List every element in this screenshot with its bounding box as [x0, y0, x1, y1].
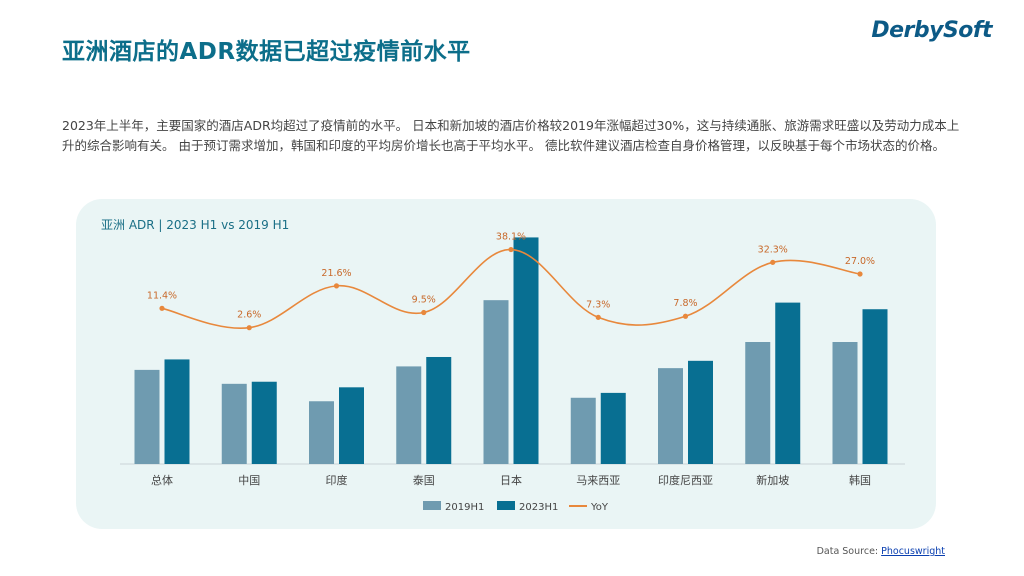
- yoy-point: [159, 305, 165, 311]
- category-label: 印度: [326, 473, 348, 487]
- yoy-point: [508, 246, 514, 253]
- yoy-line: [161, 248, 861, 330]
- bar-2023H1-7: [775, 302, 801, 464]
- category-label: 日本: [500, 473, 522, 487]
- bar-2023H1-0: [164, 359, 190, 464]
- chart-title: 亚洲 ADR | 2023 H1 vs 2019 H1: [101, 218, 290, 232]
- bar-2023H1-8: [862, 309, 888, 464]
- bar-2019H1-1: [221, 383, 247, 464]
- yoy-data-label: 27.0%: [845, 256, 875, 267]
- bar-2019H1-7: [745, 342, 771, 464]
- bar-2023H1-6: [688, 360, 713, 464]
- bar-2023H1-3: [426, 356, 452, 464]
- yoy-point: [857, 271, 863, 277]
- yoy-data-label: 38.1%: [496, 232, 526, 243]
- category-label: 马来西亚: [576, 474, 620, 487]
- yoy-data-label: 32.3%: [758, 244, 788, 255]
- yoy-point: [421, 309, 427, 316]
- bar-2023H1-5: [600, 392, 626, 464]
- legend-label-2023: 2023H1: [519, 502, 558, 513]
- category-label: 泰国: [413, 473, 435, 487]
- yoy-point: [770, 259, 776, 265]
- category-label: 印度尼西亚: [658, 473, 713, 487]
- bar-2019H1-2: [309, 401, 334, 464]
- data-source-label: Data Source:: [816, 546, 882, 557]
- category-label: 韩国: [849, 473, 871, 487]
- bar-2019H1-5: [570, 397, 596, 464]
- page-title: 亚洲酒店的ADR数据已超过疫情前水平: [62, 39, 471, 65]
- bar-2023H1-4: [513, 237, 539, 464]
- yoy-point: [246, 325, 252, 331]
- intro-paragraph: 2023年上半年，主要国家的酒店ADR均超过了疫情前的水平。 日本和新加坡的酒店…: [62, 118, 960, 153]
- yoy-data-label: 7.8%: [673, 298, 697, 309]
- yoy-data-label: 11.4%: [147, 290, 177, 301]
- bar-2019H1-0: [134, 369, 160, 464]
- legend-label-2019: 2019H1: [445, 502, 484, 513]
- yoy-point: [595, 314, 601, 320]
- legend-swatch-2019: [423, 501, 441, 510]
- derbysoft-logo: DerbySoft: [871, 18, 992, 43]
- yoy-data-label: 9.5%: [412, 295, 436, 306]
- yoy-point: [333, 283, 340, 289]
- bar-2019H1-3: [396, 366, 422, 464]
- bar-2019H1-4: [483, 300, 509, 464]
- bar-2019H1-8: [832, 342, 858, 464]
- data-source: Data Source: Phocuswright: [817, 546, 945, 557]
- yoy-data-label: 2.6%: [237, 310, 261, 321]
- bar-2023H1-2: [339, 387, 364, 464]
- category-label: 中国: [238, 474, 260, 487]
- yoy-data-label: 7.3%: [586, 299, 610, 310]
- category-label: 总体: [151, 473, 173, 487]
- legend-label-yoy: YoY: [590, 502, 609, 513]
- yoy-data-label: 21.6%: [321, 268, 351, 279]
- legend-swatch-2023: [497, 501, 515, 510]
- bar-2019H1-6: [658, 368, 683, 464]
- bar-2023H1-1: [251, 381, 277, 464]
- category-label: 新加坡: [756, 473, 789, 487]
- yoy-point: [682, 313, 689, 319]
- data-source-link[interactable]: Phocuswright: [881, 546, 945, 557]
